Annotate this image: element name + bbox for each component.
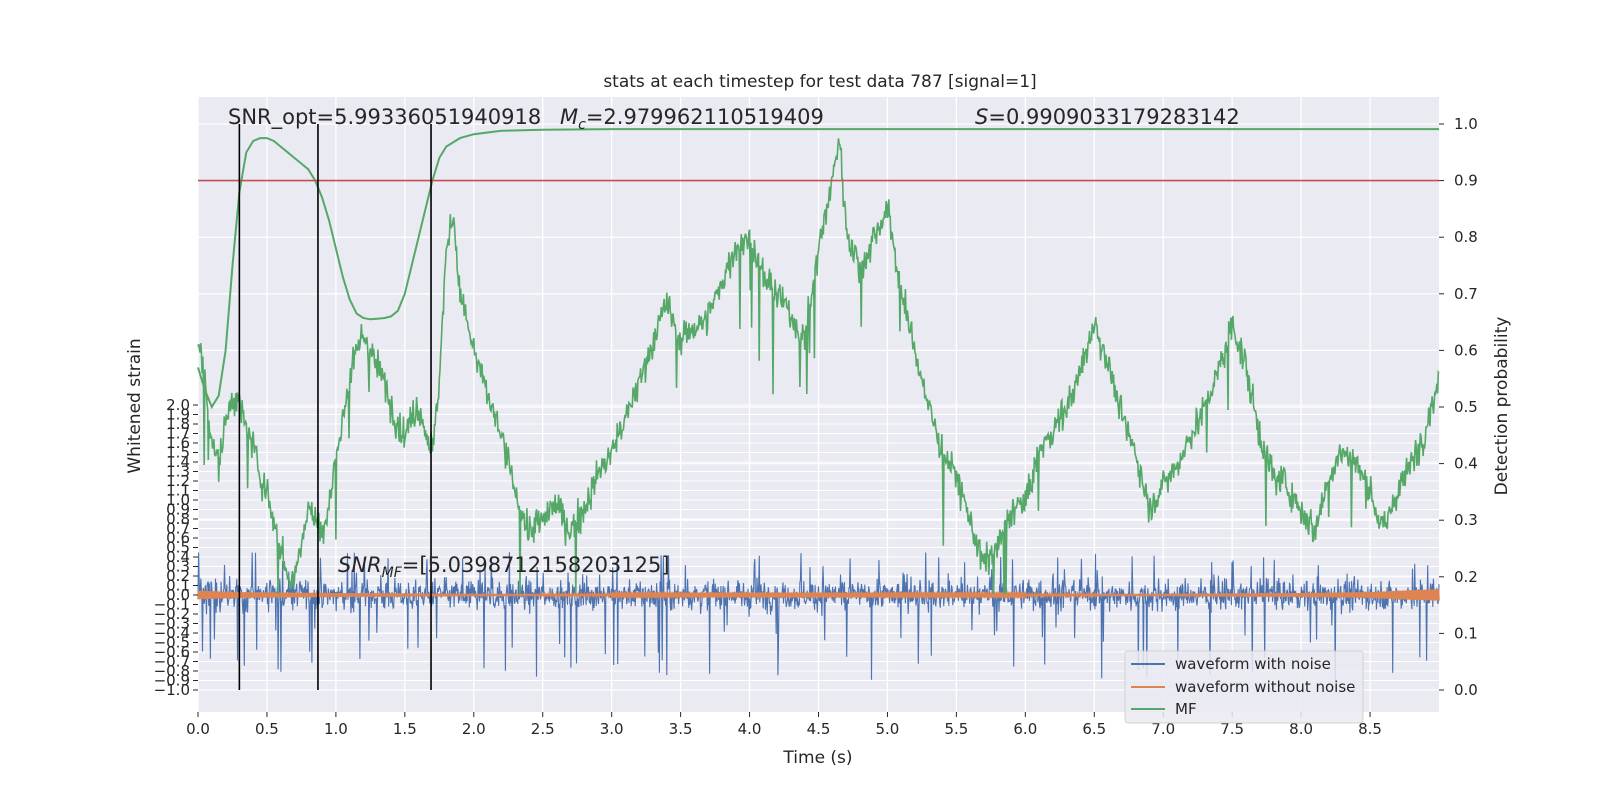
left-tick-label: 0.9	[166, 501, 190, 519]
left-tick-label: −0.2	[154, 605, 190, 623]
left-tick-label: 0.4	[166, 548, 190, 566]
left-axis-label: Whitened strain	[125, 338, 145, 473]
x-tick-label: 3.0	[600, 720, 624, 738]
left-tick-label: −0.5	[154, 634, 190, 652]
left-tick-label: 0.6	[166, 529, 190, 547]
left-tick-label: 0.0	[166, 586, 190, 604]
x-tick-label: 7.5	[1220, 720, 1244, 738]
left-tick-label: 1.6	[166, 434, 190, 452]
left-tick-label: −0.1	[154, 596, 190, 614]
x-axis-ticks: 0.0 0.5 1.0 1.5 2.0 2.5 3.0 3.5 4.0 4.5 5.0 5.5 6.0 6…	[186, 712, 1382, 738]
snr-opt-annotation: SNR_opt=5.99336051940918	[228, 105, 541, 130]
right-tick-label: 0.0	[1454, 681, 1478, 699]
right-axis-ticks: 0.0 0.1 0.2 0.3 0.4 0.5 0.6 0.7 0.8 0.9 1.0	[1439, 115, 1478, 699]
left-tick-label: 0.7	[166, 520, 190, 538]
chirp-mass-value: =2.979962110519409	[586, 105, 824, 129]
legend-box	[1124, 650, 1364, 724]
right-tick-label: 0.6	[1454, 341, 1478, 359]
left-tick-label: 1.3	[166, 463, 190, 481]
left-tick-label: 1.8	[166, 415, 190, 433]
x-tick-label: 4.5	[807, 720, 831, 738]
legend-label-mf: MF	[1175, 700, 1197, 718]
x-tick-label: 5.5	[944, 720, 968, 738]
x-tick-label: 1.5	[393, 720, 417, 738]
left-tick-label: −0.3	[154, 615, 190, 633]
x-tick-label: 2.0	[462, 720, 486, 738]
x-tick-label: 7.0	[1151, 720, 1175, 738]
snr-mf-symbol: SNR	[338, 553, 382, 577]
right-tick-label: 0.8	[1454, 228, 1478, 246]
x-tick-label: 0.5	[255, 720, 279, 738]
left-tick-label: 0.2	[166, 567, 190, 585]
left-axis-ticks: −1.0−0.9−0.8−0.7−0.6−0.5−0.4−0.3−0.2−0.1…	[154, 396, 198, 699]
series-mf	[197, 138, 1440, 594]
right-tick-label: 0.4	[1454, 455, 1478, 473]
chart-title: stats at each timestep for test data 787…	[603, 72, 1036, 92]
snr-mf-subscript: MF	[382, 565, 403, 581]
x-tick-label: 3.5	[669, 720, 693, 738]
left-tick-label: −0.8	[154, 662, 190, 680]
x-tick-label: 6.5	[1082, 720, 1106, 738]
left-tick-label: 0.1	[166, 577, 190, 595]
right-tick-label: 0.5	[1454, 398, 1478, 416]
x-tick-label: 5.0	[876, 720, 900, 738]
snr-mf-annotation: SNRMF=[5.039871215820312​5]	[338, 553, 670, 581]
left-tick-label: 1.4	[166, 453, 190, 471]
left-tick-label: −0.4	[154, 624, 190, 642]
left-tick-label: 1.1	[166, 482, 190, 500]
x-tick-label: 0.0	[186, 720, 210, 738]
series-waveform-without-noise	[197, 589, 1440, 601]
x-tick-label: 1.0	[324, 720, 348, 738]
s-value: =0.9909033179283142	[988, 105, 1239, 129]
left-tick-label: 0.3	[166, 558, 190, 576]
legend-label-waveform-with-noise: waveform with noise	[1175, 655, 1331, 673]
chirp-mass-subscript: c	[578, 117, 586, 133]
x-tick-label: 6.0	[1013, 720, 1037, 738]
right-tick-label: 0.7	[1454, 285, 1478, 303]
left-tick-label: 1.5	[166, 444, 190, 462]
left-tick-label: 1.7	[166, 425, 190, 443]
left-tick-label: −0.9	[154, 672, 190, 690]
x-tick-label: 8.0	[1289, 720, 1313, 738]
left-tick-label: 1.9	[166, 406, 190, 424]
right-tick-label: 1.0	[1454, 115, 1478, 133]
x-tick-label: 8.5	[1358, 720, 1382, 738]
legend: waveform with noise waveform without noi…	[1124, 650, 1364, 724]
detection-probability-line	[197, 128, 1439, 410]
vertical-markers	[238, 124, 432, 690]
x-tick-label: 2.5	[531, 720, 555, 738]
x-axis-label: Time (s)	[782, 748, 852, 768]
left-tick-label: −0.6	[154, 643, 190, 661]
mf-line	[197, 138, 1440, 594]
chirp-mass-symbol: M	[560, 105, 578, 129]
legend-label-waveform-without-noise: waveform without noise	[1175, 678, 1355, 696]
left-tick-label: 1.0	[166, 491, 190, 509]
s-annotation: S=0.9909033179283142	[975, 105, 1240, 129]
left-tick-label: 0.8	[166, 510, 190, 528]
x-tick-label: 4.0	[738, 720, 762, 738]
chirp-mass-annotation: Mc=2.979962110519409	[560, 105, 824, 133]
left-tick-label: −1.0	[154, 681, 190, 699]
left-tick-label: 2.0	[166, 396, 190, 414]
left-tick-label: 0.5	[166, 539, 190, 557]
right-axis-label: Detection probability	[1492, 317, 1512, 496]
waveform-without-noise-line	[197, 589, 1440, 601]
right-tick-label: 0.9	[1454, 172, 1478, 190]
series-detection-probability	[197, 128, 1439, 410]
left-tick-label: −0.7	[154, 653, 190, 671]
right-tick-label: 0.2	[1454, 568, 1478, 586]
s-symbol: S	[975, 105, 988, 129]
left-tick-label: 1.2	[166, 472, 190, 490]
right-tick-label: 0.1	[1454, 624, 1478, 642]
right-tick-label: 0.3	[1454, 511, 1478, 529]
snr-mf-value: =[5.039871215820312​5]	[402, 553, 670, 577]
